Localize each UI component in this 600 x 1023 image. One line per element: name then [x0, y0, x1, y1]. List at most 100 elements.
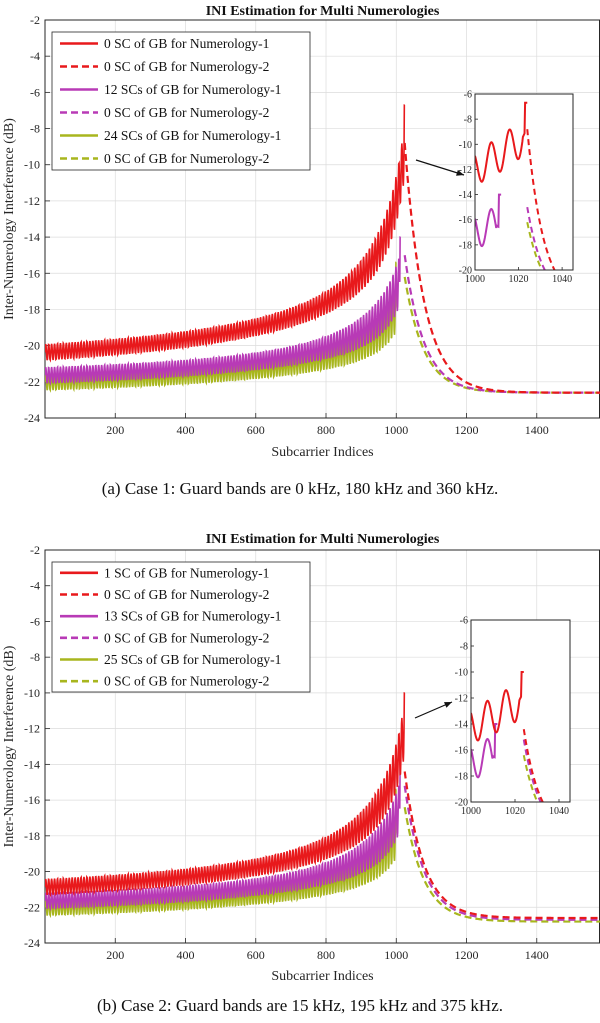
inset-arrow-head [444, 702, 452, 708]
x-tick-label: 400 [177, 948, 195, 962]
chart-panel-2: INI Estimation for Multi Numerologies 200… [2, 532, 600, 1015]
series-line-1 [45, 692, 406, 898]
legend: 0 SC of GB for Numerology-1 0 SC of GB fo… [51, 31, 311, 171]
y-tick-label: -12 [24, 194, 40, 208]
series-line-2 [403, 142, 600, 394]
y-tick-label: -18 [24, 829, 40, 843]
legend-label-3: 13 SCs of GB for Numerology-1 [104, 609, 281, 624]
inset-x-tick-label: 1000 [465, 274, 485, 285]
y-tick-label: -14 [24, 230, 40, 244]
y-tick-label: -6 [30, 85, 40, 99]
x-tick-label: 200 [106, 423, 124, 437]
x-tick-label: 1000 [384, 948, 408, 962]
legend-label-5: 25 SCs of GB for Numerology-1 [104, 652, 281, 667]
y-tick-label: -12 [24, 722, 40, 736]
series-line-1 [45, 104, 406, 363]
chart-title: INI Estimation for Multi Numerologies [206, 4, 440, 19]
legend-label-1: 1 SC of GB for Numerology-1 [104, 565, 269, 580]
inset-background [471, 620, 570, 802]
y-tick-label: -14 [24, 757, 40, 771]
y-axis-label: Inter-Numerology Interference (dB) [2, 645, 17, 847]
figure-caption: (a) Case 1: Guard bands are 0 kHz, 180 k… [102, 479, 499, 498]
x-tick-label: 600 [247, 423, 265, 437]
series-line-4 [403, 785, 600, 921]
legend-label-2: 0 SC of GB for Numerology-2 [104, 587, 269, 602]
y-tick-label: -20 [24, 865, 40, 879]
y-tick-label: -6 [30, 614, 40, 628]
y-tick-label: -20 [24, 339, 40, 353]
series-line-3 [45, 236, 401, 386]
inset-x-tick-label: 1020 [505, 806, 525, 817]
series-line-2 [403, 771, 600, 920]
inset-x-tick-label: 1040 [549, 806, 569, 817]
inset-series-group [475, 101, 556, 270]
y-tick-label: -16 [24, 266, 40, 280]
y-tick-label: -22 [24, 900, 40, 914]
legend-label-6: 0 SC of GB for Numerology-2 [104, 674, 269, 689]
y-axis-label: Inter-Numerology Interference (dB) [2, 118, 17, 320]
inset-y-tick-label: -8 [464, 115, 472, 126]
inset-y-tick-label: -10 [455, 668, 468, 679]
x-tick-label: 1200 [455, 948, 479, 962]
inset-y-tick-label: -18 [455, 772, 468, 783]
inset-y-tick-label: -18 [459, 240, 472, 251]
legend-box [51, 31, 311, 171]
legend-label-4: 0 SC of GB for Numerology-2 [104, 630, 269, 645]
inset-y-tick-label: -20 [459, 266, 472, 277]
series-line-6 [403, 807, 600, 923]
inset-y-tick-label: -6 [460, 616, 468, 627]
y-tick-label: -22 [24, 375, 40, 389]
inset-series-group [471, 671, 544, 802]
inset-x-tick-label: 1000 [461, 806, 481, 817]
y-tick-label: -10 [24, 686, 40, 700]
series-group [45, 692, 600, 923]
y-tick-label: -24 [24, 411, 40, 425]
inset-arrow-shaft [415, 159, 465, 176]
legend: 1 SC of GB for Numerology-1 0 SC of GB fo… [51, 561, 311, 693]
inset-series-line-3 [471, 723, 498, 779]
inset-y-tick-label: -10 [459, 140, 472, 151]
series-group [45, 104, 600, 394]
y-tick-label: -24 [24, 936, 40, 950]
x-tick-label: 1000 [384, 423, 408, 437]
legend-label-6: 0 SC of GB for Numerology-2 [104, 151, 269, 166]
x-tick-label: 400 [177, 423, 195, 437]
x-tick-label: 1200 [455, 423, 479, 437]
legend-label-2: 0 SC of GB for Numerology-2 [104, 59, 269, 74]
x-tick-label: 600 [247, 948, 265, 962]
inset-x-tick-label: 1020 [509, 274, 529, 285]
y-tick-label: -4 [30, 49, 40, 63]
inset-y-tick-label: -20 [455, 798, 468, 809]
series-line-3 [45, 763, 401, 912]
y-tick-label: -2 [30, 13, 40, 27]
inset-y-tick-label: -14 [455, 720, 468, 731]
series-line-6 [403, 276, 600, 394]
y-tick-label: -2 [30, 543, 40, 557]
y-tick-label: -4 [30, 579, 40, 593]
y-tick-label: -18 [24, 302, 40, 316]
x-tick-label: 200 [106, 948, 124, 962]
inset-arrow-head [456, 169, 464, 176]
inset-frame [470, 619, 571, 803]
y-tick-label: -8 [30, 122, 40, 136]
inset-series-line-3 [475, 193, 502, 248]
legend-label-3: 12 SCs of GB for Numerology-1 [104, 82, 281, 97]
inset-y-tick-label: -12 [455, 694, 468, 705]
y-tick-label: -8 [30, 650, 40, 664]
x-tick-label: 1400 [525, 948, 549, 962]
inset-series-line-1 [471, 671, 524, 742]
inset-y-tick-label: -14 [459, 190, 472, 201]
legend-label-5: 24 SCs of GB for Numerology-1 [104, 128, 281, 143]
inset-y-tick-label: -16 [455, 746, 468, 757]
figure-caption: (b) Case 2: Guard bands are 15 kHz, 195 … [97, 996, 503, 1015]
legend-box [51, 561, 311, 693]
chart-title: INI Estimation for Multi Numerologies [206, 532, 440, 547]
inset-x-tick-label: 1040 [552, 274, 572, 285]
x-axis-label: Subcarrier Indices [271, 969, 373, 984]
legend-label-1: 0 SC of GB for Numerology-1 [104, 36, 269, 51]
inset-y-tick-label: -16 [459, 215, 472, 226]
legend-label-4: 0 SC of GB for Numerology-2 [104, 105, 269, 120]
y-tick-label: -16 [24, 793, 40, 807]
inset-plot: -20 -18 -16 -14 -12 -10 -8 -6 1000 1020 1040 [455, 616, 571, 817]
